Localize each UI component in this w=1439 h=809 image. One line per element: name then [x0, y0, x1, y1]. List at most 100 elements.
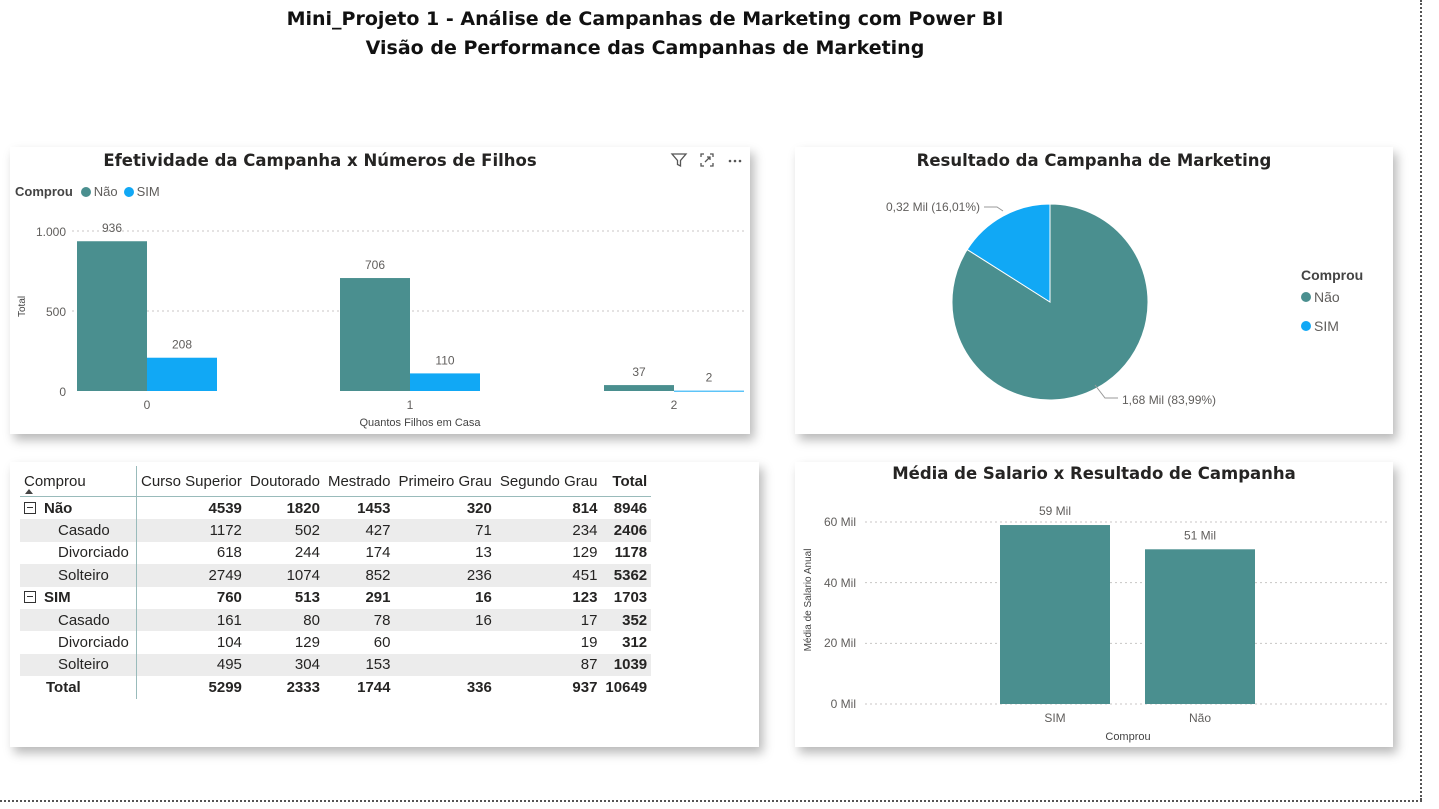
campaign-pie-chart: 1,68 Mil (83,99%) 0,32 Mil (16,01%)	[886, 200, 1216, 407]
salary-y-tick: 60 Mil	[824, 515, 856, 529]
salary-bar-não[interactable]	[1145, 549, 1255, 704]
more-options-icon[interactable]	[726, 151, 744, 169]
bar-nao-0[interactable]	[77, 241, 147, 391]
pie-label-nao: 1,68 Mil (83,99%)	[1122, 393, 1216, 407]
matrix-card[interactable]: Comprou Curso Superior Doutorado Mestrad…	[10, 462, 759, 747]
matrix-group-row: SIM 760 513 291 16 123 1703	[20, 586, 651, 609]
matrix-cell: 2749	[136, 564, 246, 587]
x-axis-title: Quantos Filhos em Casa	[359, 417, 481, 429]
salary-x-tick: Não	[1189, 711, 1211, 725]
campaign-pie-chart-card[interactable]: Resultado da Campanha de Marketing 1,68 …	[795, 147, 1393, 434]
pie-legend-label-sim[interactable]: SIM	[1314, 318, 1339, 334]
legend-dot-nao	[80, 186, 91, 197]
matrix-cell: 78	[323, 608, 395, 632]
matrix-cell: 2406	[601, 519, 652, 542]
salary-bar-chart: Média de Salario Anual 60 Mil 40 Mil 20 …	[803, 504, 1387, 743]
matrix-cell: 17	[495, 608, 602, 632]
matrix-col-header[interactable]: Segundo Grau	[495, 466, 602, 497]
collapse-icon[interactable]	[24, 501, 36, 514]
legend-label-nao[interactable]: Não	[93, 184, 118, 199]
salary-data-label: 59 Mil	[1039, 504, 1071, 518]
bar-sim-2[interactable]	[674, 390, 744, 392]
matrix-cell: 1172	[136, 519, 246, 542]
matrix-col-header[interactable]: Primeiro Grau	[394, 466, 496, 497]
bar-data-label: 110	[435, 353, 454, 367]
matrix-header-row: Comprou Curso Superior Doutorado Mestrad…	[20, 466, 652, 497]
matrix-cell: 352	[601, 608, 652, 632]
matrix-cell: 87	[495, 653, 602, 677]
matrix-cell: 16	[394, 608, 496, 632]
matrix-detail-row: Solteiro 2749 1074 852 236 451 5362	[20, 564, 652, 587]
bar-data-label: 208	[172, 338, 192, 352]
children-bar-chart-title: Efetividade da Campanha x Números de Fil…	[103, 151, 537, 170]
matrix-cell: 161	[136, 608, 246, 632]
matrix-cell: 129	[294, 634, 320, 652]
matrix-cell: 10649	[605, 678, 648, 696]
matrix-cell: 129	[572, 544, 598, 562]
matrix-col-header[interactable]: Doutorado	[245, 466, 324, 497]
matrix-cell: 1178	[614, 544, 648, 562]
salary-bar-chart-card[interactable]: Média de Salario x Resultado de Campanha…	[795, 462, 1393, 747]
matrix-row-label: Casado	[58, 522, 110, 540]
matrix-cell: 13	[475, 544, 492, 562]
matrix-cell: 427	[323, 519, 395, 542]
matrix-cell: 1703	[613, 589, 648, 607]
visual-header-icons	[670, 151, 744, 169]
matrix-cell	[394, 631, 495, 653]
matrix-cell: 5299	[208, 678, 242, 696]
pie-label-sim: 0,32 Mil (16,01%)	[886, 200, 980, 214]
salary-bar-sim[interactable]	[1000, 525, 1110, 704]
bar-sim-0[interactable]	[147, 357, 217, 391]
page-border-right	[1420, 0, 1422, 800]
salary-y-axis-title: Média de Salario Anual	[803, 549, 814, 652]
pie-chart-title: Resultado da Campanha de Marketing	[916, 151, 1272, 170]
focus-mode-icon[interactable]	[698, 151, 716, 169]
matrix-cell: 1453	[357, 499, 391, 517]
bar-data-label: 936	[102, 221, 122, 235]
pie-legend-label-nao[interactable]: Não	[1314, 289, 1340, 305]
report-title: Mini_Projeto 1 - Análise de Campanhas de…	[286, 8, 1004, 30]
bar-nao-2[interactable]	[604, 385, 674, 391]
collapse-icon[interactable]	[24, 591, 36, 604]
bar-data-label: 2	[706, 371, 713, 385]
bar-nao-1[interactable]	[340, 278, 410, 391]
matrix-cell: 1074	[245, 564, 324, 587]
report-subtitle: Visão de Performance das Campanhas de Ma…	[365, 37, 925, 59]
y-tick-500: 500	[46, 305, 66, 319]
matrix-detail-row: Casado 1172 502 427 71 234 2406	[20, 519, 652, 542]
matrix-row-header: Casado	[20, 608, 137, 632]
matrix-row-header[interactable]: Não	[20, 496, 137, 520]
matrix-cell: 153	[323, 653, 395, 677]
matrix-cell	[394, 653, 496, 677]
matrix-row-header: Solteiro	[20, 564, 137, 587]
salary-y-tick: 0 Mil	[831, 697, 856, 711]
legend-label-sim[interactable]: SIM	[136, 184, 160, 199]
matrix-cell: 1744	[357, 678, 391, 696]
matrix-cell: 19	[580, 634, 598, 652]
salary-x-axis-title: Comprou	[1105, 731, 1150, 743]
filter-icon[interactable]	[670, 151, 688, 169]
matrix-cell: 852	[323, 564, 395, 587]
bar-sim-1[interactable]	[410, 373, 480, 391]
matrix-row-label: Divorciado	[58, 634, 129, 652]
matrix-detail-row: Solteiro 495 304 153 87 1039	[20, 653, 652, 677]
matrix-cell: 236	[394, 564, 496, 587]
matrix-row-label: SIM	[44, 589, 71, 607]
matrix-col-header[interactable]: Comprou	[20, 466, 137, 497]
matrix-col-header[interactable]: Total	[601, 466, 652, 497]
matrix-row-header[interactable]: SIM	[20, 586, 137, 609]
y-tick-1000: 1.000	[36, 225, 66, 239]
matrix-row-header: Solteiro	[20, 653, 137, 677]
matrix-row-label: Divorciado	[58, 544, 129, 562]
matrix-col-header[interactable]: Curso Superior	[136, 466, 246, 497]
matrix-cell: 244	[294, 544, 320, 562]
pie-legend-dot-sim	[1301, 321, 1311, 331]
children-bar-chart-card[interactable]: Efetividade da Campanha x Números de Fil…	[10, 147, 750, 434]
matrix-col-header[interactable]: Mestrado	[323, 466, 395, 497]
matrix-cell: 1820	[286, 499, 320, 517]
bar-data-label: 37	[632, 365, 646, 379]
x-tick-label: 1	[407, 398, 414, 412]
pie-slice-sim[interactable]	[966, 203, 1051, 303]
matrix-cell: 760	[216, 589, 242, 607]
education-matrix: Comprou Curso Superior Doutorado Mestrad…	[20, 466, 652, 699]
